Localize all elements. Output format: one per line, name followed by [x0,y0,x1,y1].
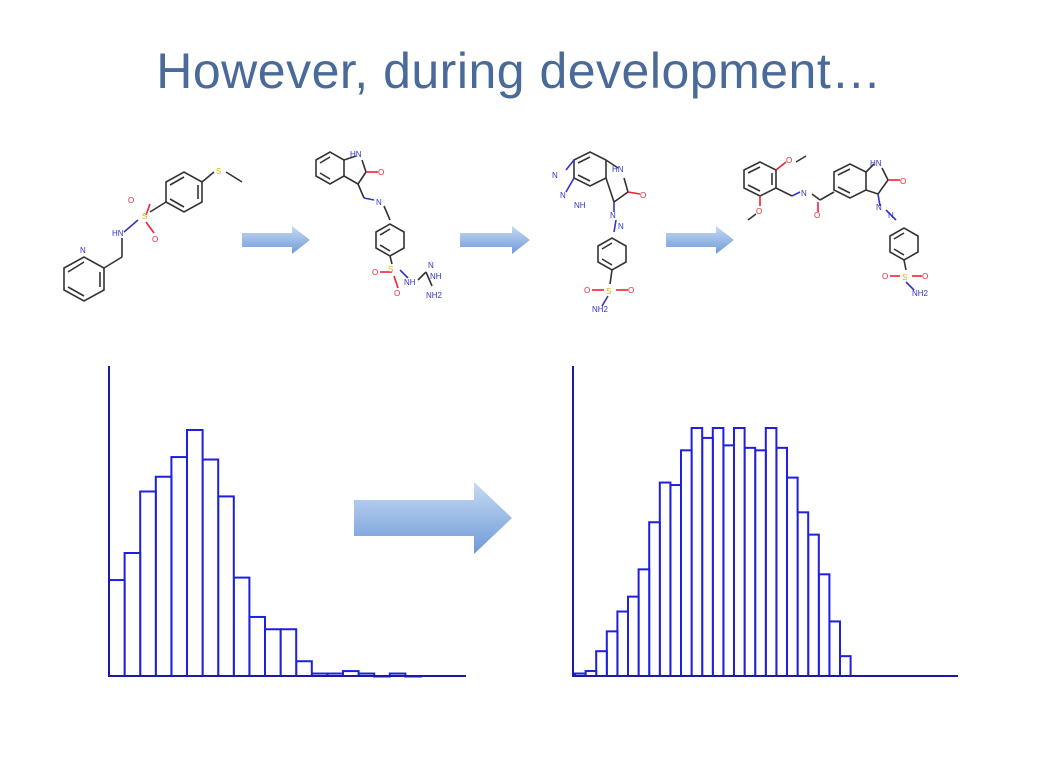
mol2-atom-3: S [388,265,393,274]
mol4-atom-10: O [922,272,928,281]
arrow-large [354,482,512,554]
mol3-atom-1: N [552,171,558,180]
mol3-atom-4: O [640,191,646,200]
arrow-step-3 [666,226,734,254]
histogram-after-bar-12 [701,436,714,678]
histogram-before-bar-8 [232,576,251,677]
histogram-after-bar-11 [690,427,704,677]
histogram-after-bar-9 [669,484,683,678]
mol3-atom-7: S [606,287,611,296]
mol2-atom-0: HN [350,150,362,159]
mol3-atom-2: N [560,191,566,200]
histogram-after-bar-23 [817,573,831,678]
mol1-atom-5: S [216,167,221,176]
mol4-atom-4: HN [870,159,882,168]
molecule-1: N HN S O O S [63,167,243,302]
mol3-atom-5: N [610,211,616,220]
histogram-after-bar-7 [648,521,661,677]
histogram-after-bar-6 [637,568,651,677]
mol1-atom-4: O [152,235,158,244]
histogram-before-bar-9 [248,615,266,678]
histogram-after [572,366,958,678]
mol1-atom-0: N [80,246,86,255]
mol4-atom-9: O [882,272,888,281]
histogram-after-bar-4 [616,610,630,678]
histogram-before-bar-4 [170,456,188,677]
mol4-atom-8: S [902,273,907,282]
mol3-atom-3: NH [574,201,586,210]
arrow-step-2 [460,226,530,254]
histogram-before-bar-2 [139,490,157,677]
molecule-4: O O N O HN O N N S O O NH2 [743,155,929,298]
histogram-before-bar-6 [201,458,220,677]
histogram-before-bar-11 [279,628,298,678]
mol4-atom-7: N [888,211,894,220]
mol1-atom-1: HN [112,229,124,238]
histogram-after-bar-22 [807,533,820,678]
histogram-after-bar-2 [595,650,608,678]
histogram-before-bar-1 [123,552,142,677]
histogram-after-bar-18 [764,427,778,677]
mol2-atom-5: O [394,289,400,298]
mol2-atom-1: O [378,168,384,177]
histogram-after-bar-3 [605,630,619,677]
histogram-after-bar-15 [733,427,746,677]
histogram-before-bar-3 [154,475,173,677]
histogram-after-bar-8 [658,481,672,677]
histogram-before-bar-10 [264,628,282,678]
mol3-atom-9: O [628,286,634,295]
histogram-before-bar-0 [108,579,126,677]
mol3-atom-6: N [618,222,624,231]
mol2-atom-6: NH [404,278,416,287]
mol3-atom-10: NH2 [592,305,609,314]
mol2-atom-9: NH2 [426,291,443,300]
histogram-after-bar-10 [680,449,693,677]
mol3-atom-0: HN [612,165,624,174]
histogram-after-bar-20 [786,476,799,677]
histogram-after-bar-24 [828,620,842,678]
mol4-atom-5: O [900,177,906,186]
mol2-atom-2: N [376,198,382,207]
histogram-after-bar-19 [775,446,789,677]
mol4-atom-1: O [756,207,762,216]
histogram-after-bar-21 [796,511,810,677]
mol2-atom-4: O [372,268,378,277]
mol4-atom-11: NH2 [912,289,929,298]
mol2-atom-7: N [428,261,434,270]
histogram-after-bar-5 [627,595,640,678]
mol2-atom-8: NH [430,272,442,281]
slide-title: However, during development… [156,43,882,99]
mol4-atom-2: N [801,189,807,198]
histogram-before-bar-5 [186,429,204,677]
histogram-after-bar-16 [743,446,757,677]
mol4-atom-0: O [786,156,792,165]
histogram-after-bar-14 [722,444,736,677]
histogram-after-bar-25 [839,655,852,677]
mol3-atom-8: O [584,286,590,295]
histogram-after-bar-17 [754,449,767,677]
histogram-after-bar-13 [711,427,725,677]
histogram-before-bar-12 [295,660,313,677]
mol4-atom-3: O [814,211,820,220]
molecule-2: HN O N S O O NH N NH NH2 [315,150,443,300]
molecule-3: HN N N NH O N N S O O NH2 [552,151,646,314]
histogram-before [108,366,466,678]
histogram-before-bar-7 [217,495,235,678]
mol1-atom-2: S [142,212,147,221]
mol4-atom-6: N [876,203,882,212]
mol1-atom-3: O [128,196,134,205]
arrow-step-1 [242,226,310,254]
